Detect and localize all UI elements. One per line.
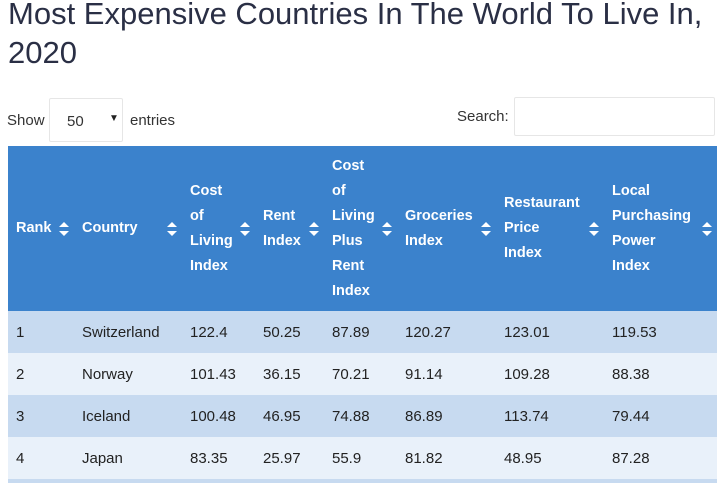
table-cell: 48.95 <box>496 437 604 479</box>
table-cell: Iceland <box>74 395 182 437</box>
table-cell: 3 <box>8 395 74 437</box>
column-header-cost-of-living[interactable]: Cost of Living Index <box>182 146 255 311</box>
entries-per-page-select[interactable]: 50 ▼ <box>49 98 123 142</box>
table-cell: 122.4 <box>182 311 255 353</box>
sort-icon <box>382 221 392 236</box>
sort-icon <box>167 221 177 236</box>
chevron-down-icon: ▼ <box>109 113 119 124</box>
column-header-groceries[interactable]: Groceries Index <box>397 146 496 311</box>
table-cell: 25.97 <box>255 437 324 479</box>
table-cell: 79.44 <box>604 395 717 437</box>
column-header-restaurant[interactable]: Restaurant Price Index <box>496 146 604 311</box>
table-cell: 83.35 <box>182 437 255 479</box>
table-cell: Japan <box>74 437 182 479</box>
table-cell: 4 <box>8 437 74 479</box>
column-header-label: Rent Index <box>263 207 301 249</box>
table-cell: 109.28 <box>496 353 604 395</box>
sort-icon <box>702 221 712 236</box>
entries-label: entries <box>130 112 176 129</box>
page-title: Most Expensive Countries In The World To… <box>8 0 703 70</box>
table-cell: 119.53 <box>604 311 717 353</box>
column-header-cost-plus-rent[interactable]: Cost of Living Plus Rent Index <box>324 146 397 311</box>
table-cell: 120.27 <box>397 311 496 353</box>
column-header-label: Rank <box>16 220 52 236</box>
search-label: Search: <box>457 108 509 125</box>
table-header-row: Rank Country Cost of Living Index Rent I… <box>8 146 717 311</box>
table-cell: 86.89 <box>397 395 496 437</box>
table-row: 3 Iceland 100.48 46.95 74.88 86.89 113.74 79.44 <box>8 395 717 437</box>
table-cell: 81.82 <box>397 437 496 479</box>
table-cell: 123.01 <box>496 311 604 353</box>
column-header-rent[interactable]: Rent Index <box>255 146 324 311</box>
countries-table: Rank Country Cost of Living Index Rent I… <box>8 146 717 479</box>
sort-icon <box>240 221 250 236</box>
table-cell: 1 <box>8 311 74 353</box>
sort-icon <box>481 221 491 236</box>
table-cell: 91.14 <box>397 353 496 395</box>
table-body: 1 Switzerland 122.4 50.25 87.89 120.27 123.01 1… <box>8 311 717 479</box>
column-header-label: Cost of Living Plus Rent Index <box>332 157 375 299</box>
table-cell: 55.9 <box>324 437 397 479</box>
table-cell: 46.95 <box>255 395 324 437</box>
table-cell: 50.25 <box>255 311 324 353</box>
table-cell: 74.88 <box>324 395 397 437</box>
table-row: 1 Switzerland 122.4 50.25 87.89 120.27 123.01 1… <box>8 311 717 353</box>
next-row-partial <box>8 479 717 483</box>
table-row: 2 Norway 101.43 36.15 70.21 91.14 109.28 88.38 <box>8 353 717 395</box>
show-label: Show <box>7 112 45 129</box>
table-controls: Show 50 ▼ entries Search: <box>0 96 718 144</box>
column-header-label: Local Purchasing Power Index <box>612 182 691 274</box>
column-header-label: Groceries Index <box>405 207 473 249</box>
table-cell: 100.48 <box>182 395 255 437</box>
entries-per-page-value: 50 <box>67 113 84 130</box>
table-cell: 87.89 <box>324 311 397 353</box>
column-header-label: Country <box>82 220 138 236</box>
table-cell: 87.28 <box>604 437 717 479</box>
sort-icon <box>309 221 319 236</box>
table-cell: 2 <box>8 353 74 395</box>
column-header-label: Cost of Living Index <box>190 182 233 274</box>
column-header-rank[interactable]: Rank <box>8 146 74 311</box>
table-cell: 70.21 <box>324 353 397 395</box>
table-cell: Switzerland <box>74 311 182 353</box>
table-cell: 113.74 <box>496 395 604 437</box>
table-cell: 101.43 <box>182 353 255 395</box>
table-cell: 88.38 <box>604 353 717 395</box>
column-header-label: Restaurant Price Index <box>504 195 580 261</box>
table-cell: 36.15 <box>255 353 324 395</box>
table-row: 4 Japan 83.35 25.97 55.9 81.82 48.95 87.28 <box>8 437 717 479</box>
sort-icon <box>589 221 599 236</box>
column-header-country[interactable]: Country <box>74 146 182 311</box>
column-header-purchasing-power[interactable]: Local Purchasing Power Index <box>604 146 717 311</box>
table-cell: Norway <box>74 353 182 395</box>
search-input[interactable] <box>514 97 715 136</box>
sort-icon <box>59 221 69 236</box>
